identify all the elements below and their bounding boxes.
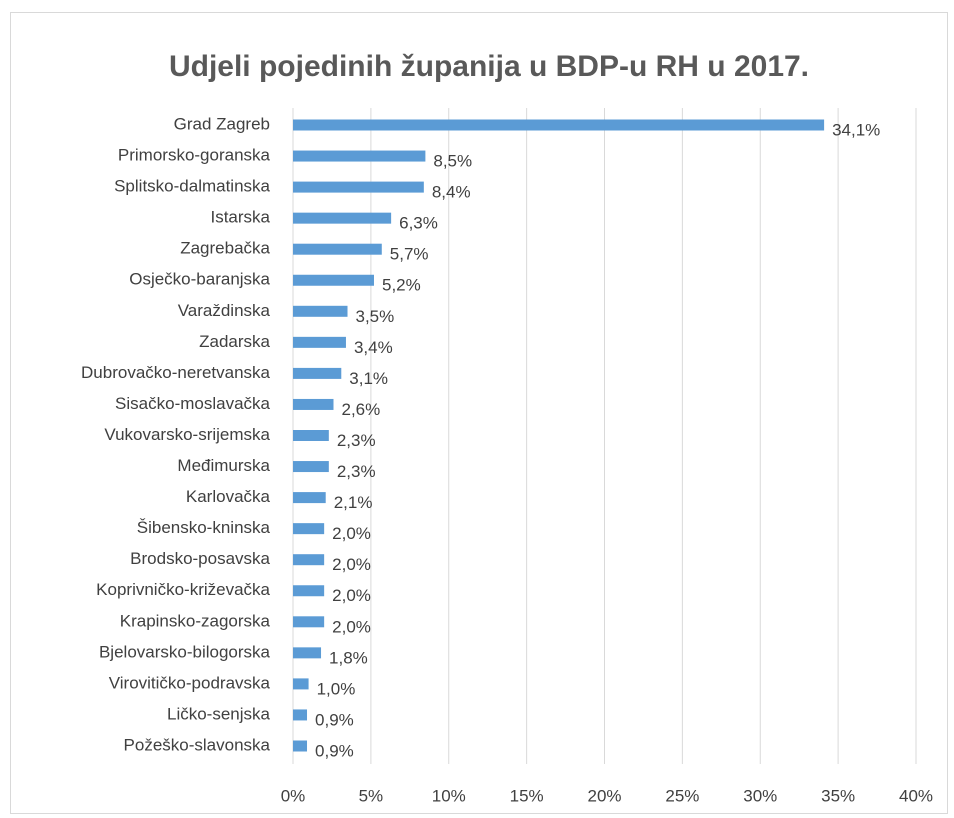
bar: [293, 243, 382, 255]
bar: [293, 212, 392, 224]
data-label: 3,1%: [349, 369, 388, 388]
x-tick-label: 10%: [432, 786, 466, 805]
y-tick-label: Vukovarsko-srijemska: [104, 425, 270, 444]
x-tick-label: 35%: [821, 786, 855, 805]
data-label: 6,3%: [399, 214, 438, 233]
y-tick-label: Krapinsko-zagorska: [120, 611, 271, 630]
y-tick-label: Splitsko-dalmatinska: [114, 177, 270, 196]
data-label: 2,3%: [337, 431, 376, 450]
data-label: 2,0%: [332, 586, 371, 605]
chart-title: Udjeli pojedinih županija u BDP-u RH u 2…: [169, 50, 809, 83]
y-tick-label: Istarska: [210, 208, 270, 227]
bar: [293, 554, 325, 566]
data-label: 2,0%: [332, 524, 371, 543]
bar: [293, 616, 325, 628]
data-label: 0,9%: [315, 710, 354, 729]
y-tick-label: Šibensko-kninska: [137, 518, 271, 537]
bar: [293, 398, 334, 410]
y-tick-label: Bjelovarsko-bilogorska: [99, 642, 271, 661]
bar: [293, 585, 325, 597]
y-tick-label: Grad Zagreb: [174, 114, 270, 133]
bar: [293, 367, 342, 379]
bar: [293, 647, 322, 659]
y-tick-label: Dubrovačko-neretvanska: [81, 363, 271, 382]
y-tick-label: Karlovačka: [186, 487, 271, 506]
bar: [293, 740, 308, 752]
data-label: 2,3%: [337, 462, 376, 481]
y-tick-label: Virovitičko-podravska: [109, 673, 271, 692]
x-tick-label: 20%: [587, 786, 621, 805]
y-tick-label: Varaždinska: [178, 301, 271, 320]
data-label: 1,8%: [329, 648, 368, 667]
bar: [293, 461, 329, 473]
y-tick-label: Zagrebačka: [180, 239, 270, 258]
x-tick-label: 40%: [899, 786, 933, 805]
y-tick-label: Brodsko-posavska: [130, 549, 270, 568]
data-label: 2,1%: [334, 493, 373, 512]
y-tick-label: Koprivničko-križevačka: [96, 580, 270, 599]
data-label: 2,6%: [341, 400, 380, 419]
x-tick-label: 0%: [281, 786, 306, 805]
bar: [293, 709, 308, 721]
y-tick-label: Međimurska: [177, 456, 270, 475]
bar: [293, 492, 326, 504]
x-tick-label: 25%: [665, 786, 699, 805]
chart-frame: [10, 12, 948, 814]
y-tick-label: Zadarska: [199, 332, 270, 351]
data-label: 5,2%: [382, 276, 421, 295]
data-label: 34,1%: [832, 120, 880, 139]
data-label: 3,5%: [356, 307, 395, 326]
data-label: 2,0%: [332, 555, 371, 574]
bar: [293, 181, 424, 193]
data-label: 2,0%: [332, 617, 371, 636]
data-label: 8,4%: [432, 183, 471, 202]
bar: [293, 119, 825, 131]
x-tick-label: 30%: [743, 786, 777, 805]
bar: [293, 305, 348, 317]
y-tick-label: Ličko-senjska: [167, 704, 271, 723]
data-label: 5,7%: [390, 245, 429, 264]
y-tick-label: Primorsko-goranska: [118, 146, 271, 165]
data-label: 0,9%: [315, 741, 354, 760]
y-tick-label: Požeško-slavonska: [124, 735, 271, 754]
y-tick-label: Osječko-baranjska: [129, 270, 270, 289]
data-label: 3,4%: [354, 338, 393, 357]
data-label: 8,5%: [433, 152, 472, 171]
bar: [293, 336, 346, 348]
y-tick-label: Sisačko-moslavačka: [115, 394, 270, 413]
data-label: 1,0%: [317, 679, 356, 698]
bar: [293, 274, 374, 286]
x-tick-label: 15%: [510, 786, 544, 805]
x-tick-label: 5%: [359, 786, 384, 805]
bar: [293, 430, 329, 441]
bar: [293, 678, 309, 690]
bar: [293, 523, 325, 535]
bar: [293, 150, 426, 162]
